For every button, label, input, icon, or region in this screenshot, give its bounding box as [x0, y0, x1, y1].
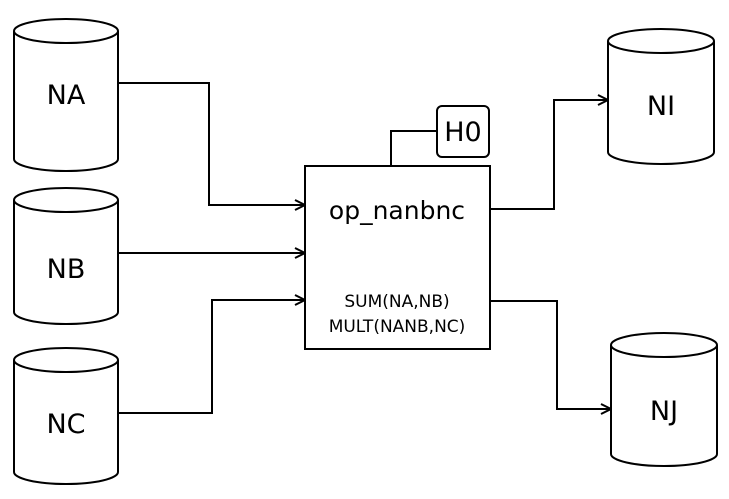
connector-process-to-hook — [390, 130, 437, 166]
process-box: op_nanbnc SUM(NA,NB) MULT(NANB,NC) — [304, 165, 491, 350]
datastore-label: NI — [647, 91, 675, 122]
hook-label: H0 — [444, 117, 481, 148]
datastore-nj: NJ — [610, 332, 718, 467]
datastore-ni: NI — [607, 28, 715, 165]
datastore-label: NB — [47, 254, 86, 285]
datastore-nc: NC — [13, 347, 119, 485]
datastore-label: NJ — [650, 396, 678, 427]
process-title: op_nanbnc — [329, 196, 465, 225]
datastore-label: NA — [47, 80, 86, 111]
datastore-nb: NB — [13, 187, 119, 325]
datastore-na: NA — [13, 18, 119, 172]
connector-process-to-ni — [490, 100, 608, 210]
datastore-label: NC — [46, 409, 85, 440]
connector-nc-to-process — [118, 300, 305, 414]
connector-process-to-nj — [490, 300, 611, 409]
process-operation: MULT(NANB,NC) — [329, 317, 466, 337]
connector-na-to-process — [118, 82, 305, 205]
hook-box: H0 — [436, 105, 490, 158]
process-operation: SUM(NA,NB) — [344, 292, 449, 312]
